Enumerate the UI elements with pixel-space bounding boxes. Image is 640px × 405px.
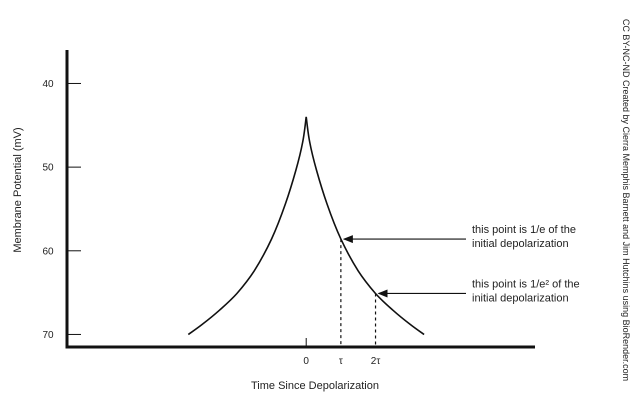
y-tick-label: 50 (42, 163, 54, 174)
x-tick-label: 0 (303, 356, 309, 367)
y-axis-title: Membrane Potential (mV) (12, 127, 24, 252)
annotation-text: this point is 1/e² of the initial depolar… (472, 278, 580, 304)
annotation-line: this point is 1/e of the (472, 224, 576, 236)
credit-text: CC BY-NC-ND Created by Cierra Memphis Ba… (621, 19, 631, 381)
guide-lines (340, 239, 377, 347)
axes (65, 50, 535, 349)
y-tick-label: 60 (42, 246, 54, 257)
annotation-text: this point is 1/e of the initial depolari… (472, 224, 576, 250)
y-tick-label: 70 (42, 330, 54, 341)
annotations-layer: this point is 1/e of the initial depolari… (342, 224, 580, 304)
annotation-line: initial depolarization (472, 238, 569, 250)
x-tick-label: τ (339, 356, 343, 367)
annotation-line: this point is 1/e² of the (472, 278, 580, 290)
x-tick-label: 2τ (371, 356, 381, 367)
curve-decay (305, 116, 425, 336)
y-tick-label: 40 (42, 79, 54, 90)
x-axis-title: Time Since Depolarization (251, 380, 379, 392)
series-layer (187, 116, 425, 336)
curve-rising (187, 116, 307, 336)
ticks: 40 50 60 70 0 τ 2τ (42, 79, 380, 367)
annotation-line: initial depolarization (472, 292, 569, 304)
